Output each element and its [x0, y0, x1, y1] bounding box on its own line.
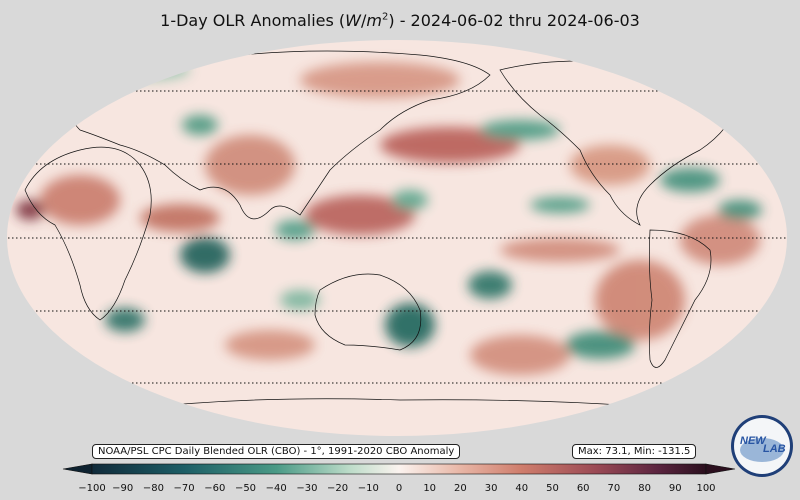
colorbar-left-extend	[62, 463, 93, 475]
colorbar-fill	[91, 463, 707, 475]
positive-anomaly-region	[500, 238, 620, 262]
title-unit-w: W	[345, 11, 361, 30]
coastline-africa	[24, 146, 152, 321]
colorbar-tick-label: 90	[668, 483, 682, 494]
negative-anomaly-region	[468, 271, 512, 299]
colorbar-tick-label: −100	[78, 483, 106, 494]
colorbar-right-extend	[705, 463, 736, 475]
colorbar-tick-label: 80	[638, 483, 651, 494]
negative-anomaly-region	[182, 115, 218, 135]
coastline-antarctica	[119, 398, 691, 411]
logo-text-left: NEW	[740, 435, 767, 447]
colorbar-tick-label: 70	[607, 483, 621, 494]
title-prefix: 1-Day OLR Anomalies (	[160, 11, 346, 30]
negative-anomaly-region	[280, 290, 320, 310]
positive-anomaly-region	[140, 204, 220, 232]
colorbar-tick-label: 50	[546, 483, 559, 494]
negative-anomaly-region	[392, 190, 428, 210]
logo-text-right: LAB	[763, 443, 786, 455]
positive-anomaly-region	[16, 200, 44, 220]
positive-anomaly-region	[380, 127, 520, 163]
positive-anomaly-region	[470, 335, 570, 375]
colorbar-tick-label: 20	[454, 483, 467, 494]
colorbar-tick-label: 0	[395, 483, 403, 494]
negative-anomaly-region	[105, 308, 145, 332]
negative-anomaly-region	[385, 303, 435, 347]
positive-anomaly-region	[305, 195, 415, 235]
negative-anomaly-region	[275, 220, 315, 240]
negative-anomaly-region	[180, 237, 230, 273]
positive-anomaly-region	[300, 62, 460, 98]
colorbar-tick-label: −90	[112, 483, 134, 494]
positive-anomaly-region	[595, 260, 685, 340]
colorbar-tick-label: −20	[327, 483, 349, 494]
colorbar-tick-label: 40	[515, 483, 529, 494]
positive-anomaly-region	[205, 135, 295, 195]
negative-anomaly-region	[530, 197, 590, 213]
positive-anomaly-region	[680, 215, 760, 265]
source-note: NOAA/PSL CPC Daily Blended OLR (CBO) - 1…	[92, 444, 461, 459]
colorbar-tick-label: −50	[234, 483, 257, 494]
colorbar-tick-label: −80	[142, 483, 164, 494]
colorbar-tick-label: 10	[423, 483, 437, 494]
title-unit-sep: /	[361, 11, 367, 30]
positive-anomaly-region	[40, 175, 120, 225]
positive-anomaly-region	[225, 330, 315, 360]
colorbar-tick-label: −10	[357, 483, 379, 494]
title-suffix: ) - 2024-06-02 thru 2024-06-03	[388, 11, 640, 30]
stats-box: Max: 73.1, Min: -131.5	[572, 444, 697, 459]
colorbar-tick-label: 30	[484, 483, 498, 494]
positive-anomaly-region	[570, 145, 650, 185]
colorbar-tick-label: −30	[296, 483, 318, 494]
title-unit-exp: 2	[381, 11, 389, 23]
coastline-eurasia	[69, 50, 491, 220]
negative-anomaly-region	[565, 331, 635, 359]
negative-anomaly-region	[480, 120, 560, 140]
negative-anomaly-region	[718, 200, 762, 220]
colorbar-tick-label: 60	[576, 483, 590, 494]
coastlines	[24, 50, 741, 411]
colorbar-tick-label: 100	[696, 483, 716, 494]
colorbar-tick-label: −40	[265, 483, 287, 494]
title-unit-m: m	[366, 11, 382, 30]
colorbar-tick-label: −70	[173, 483, 195, 494]
map-title: 1-Day OLR Anomalies (W/m2) - 2024-06-02 …	[0, 11, 800, 30]
noaa-lab-logo: NEW LAB	[730, 414, 794, 478]
coastline-south-america	[648, 229, 712, 368]
coastline-australia	[314, 273, 422, 351]
colorbar-tick-label: −60	[204, 483, 226, 494]
negative-anomaly-region	[660, 168, 720, 192]
